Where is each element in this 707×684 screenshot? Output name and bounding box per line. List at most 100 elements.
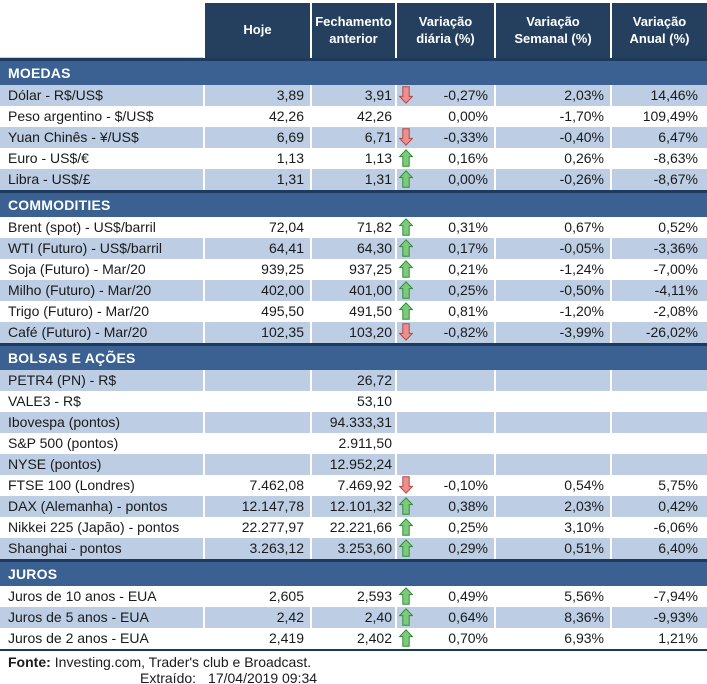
cell-variacao-diaria: -0,10% [395, 475, 494, 496]
row-label: S&P 500 (pontos) [8, 435, 119, 451]
row-label: VALE3 - R$ [8, 393, 81, 409]
cell-variacao-semanal [494, 454, 610, 475]
section-header-bolsas-e-acoes: BOLSAS E AÇÕES [0, 343, 707, 370]
cell-value: 0,81% [448, 303, 488, 319]
cell-variacao-anual: -8,67% [610, 169, 707, 190]
cell-value: 0,31% [448, 219, 488, 235]
row-label: PETR4 (PN) - R$ [8, 372, 117, 388]
table-row: VALE3 - R$ 53,10 [0, 391, 707, 412]
cell-variacao-semanal: -0,26% [494, 169, 610, 190]
cell-variacao-anual: 0,52% [610, 217, 707, 238]
cell-fechamento: 3,91 [310, 85, 395, 106]
header-cell-variacao-anual: Variação Anual (%) [610, 3, 707, 58]
table-header: Hoje Fechamento anterior Variação diária… [0, 3, 707, 58]
row-label: WTI (Futuro) - US$/barril [8, 240, 163, 256]
row-label: Ibovespa (pontos) [8, 414, 121, 430]
cell-variacao-anual: 6,47% [610, 127, 707, 148]
cell-value: 0,38% [448, 498, 488, 514]
row-label: Trigo (Futuro) - Mar/20 [8, 303, 150, 319]
source-line: Fonte: Investing.com, Trader's club e Bro… [0, 654, 707, 670]
cell-hoje: 939,25 [203, 259, 310, 280]
cell-variacao-anual: 14,46% [610, 85, 707, 106]
cell-variacao-diaria: 0,17% [395, 238, 494, 259]
cell-fechamento: 2,402 [310, 628, 395, 649]
cell-variacao-semanal: -0,40% [494, 127, 610, 148]
cell-hoje: 1,31 [203, 169, 310, 190]
cell-value: 0,00% [448, 108, 488, 124]
cell-hoje: 72,04 [203, 217, 310, 238]
row-label: Dólar - R$/US$ [8, 87, 103, 103]
cell-variacao-anual [610, 433, 707, 454]
cell-variacao-diaria [395, 391, 494, 412]
cell-fechamento: 71,82 [310, 217, 395, 238]
cell-variacao-semanal [494, 412, 610, 433]
cell-variacao-anual: 5,75% [610, 475, 707, 496]
extracted-line: Extraído: 17/04/2019 09:34 [0, 670, 707, 684]
cell-hoje: 2,605 [203, 586, 310, 607]
cell-variacao-anual: -6,06% [610, 517, 707, 538]
table-row: WTI (Futuro) - US$/barril 64,41 64,30 0,17%… [0, 238, 707, 259]
cell-variacao-diaria: -0,82% [395, 322, 494, 343]
table-row: Brent (spot) - US$/barril 72,04 71,82 0,31%… [0, 217, 707, 238]
cell-fechamento: 64,30 [310, 238, 395, 259]
table-row: NYSE (pontos) 12.952,24 [0, 454, 707, 475]
cell-variacao-semanal: 0,54% [494, 475, 610, 496]
cell-variacao-anual: -7,00% [610, 259, 707, 280]
cell-variacao-anual [610, 370, 707, 391]
cell-hoje [203, 370, 310, 391]
up-arrow-icon [399, 539, 413, 557]
cell-fechamento: 12.952,24 [310, 454, 395, 475]
cell-fechamento: 7.469,92 [310, 475, 395, 496]
section-header-moedas: MOEDAS [0, 58, 707, 85]
section-title: JUROS [8, 566, 58, 582]
header-cell-variacao-diaria: Variação diária (%) [395, 3, 494, 58]
cell-variacao-diaria: 0,16% [395, 148, 494, 169]
table-row: Dólar - R$/US$ 3,89 3,91 -0,27% 2,03% 14,46% [0, 85, 707, 106]
cell-variacao-diaria: 0,31% [395, 217, 494, 238]
cell-value: 0,49% [448, 588, 488, 604]
table-bottom-border [0, 649, 707, 651]
footer: Fonte: Investing.com, Trader's club e Bro… [0, 654, 707, 684]
cell-variacao-semanal: 0,51% [494, 538, 610, 559]
cell-hoje: 1,13 [203, 148, 310, 169]
cell-variacao-semanal [494, 370, 610, 391]
up-arrow-icon [399, 149, 413, 167]
cell-variacao-diaria: 0,64% [395, 607, 494, 628]
cell-variacao-semanal: -1,70% [494, 106, 610, 127]
cell-variacao-semanal: 0,67% [494, 217, 610, 238]
cell-fechamento: 6,71 [310, 127, 395, 148]
cell-value: 0,29% [448, 540, 488, 556]
extracted-timestamp: 17/04/2019 09:34 [208, 670, 318, 684]
table-row: Juros de 5 anos - EUA 2,42 2,40 0,64% 8,36% -… [0, 607, 707, 628]
table-row: DAX (Alemanha) - pontos 12.147,78 12.101,3… [0, 496, 707, 517]
cell-variacao-anual: -9,93% [610, 607, 707, 628]
section-title: BOLSAS E AÇÕES [8, 350, 136, 366]
cell-variacao-anual: -2,08% [610, 301, 707, 322]
cell-variacao-semanal: 3,10% [494, 517, 610, 538]
table-row: Yuan Chinês - ¥/US$ 6,69 6,71 -0,33% -0,40% 6… [0, 127, 707, 148]
cell-value: 0,21% [448, 261, 488, 277]
up-arrow-icon [399, 629, 413, 647]
cell-fechamento: 2.911,50 [310, 433, 395, 454]
cell-variacao-anual: 1,21% [610, 628, 707, 649]
cell-hoje: 3,89 [203, 85, 310, 106]
cell-variacao-diaria: 0,29% [395, 538, 494, 559]
header-cell-hoje: Hoje [203, 3, 310, 58]
cell-variacao-semanal: -1,24% [494, 259, 610, 280]
down-arrow-icon [399, 128, 413, 146]
cell-value: 0,25% [448, 519, 488, 535]
down-arrow-icon [399, 86, 413, 104]
cell-variacao-anual: 0,42% [610, 496, 707, 517]
cell-hoje: 2,419 [203, 628, 310, 649]
cell-value: -0,27% [443, 87, 488, 103]
cell-variacao-diaria: 0,00% [395, 106, 494, 127]
section-header-commodities: COMMODITIES [0, 190, 707, 217]
section-header-juros: JUROS [0, 559, 707, 586]
cell-fechamento: 53,10 [310, 391, 395, 412]
cell-variacao-diaria: -0,27% [395, 85, 494, 106]
table-row: FTSE 100 (Londres) 7.462,08 7.469,92 -0,10%… [0, 475, 707, 496]
cell-value: 0,17% [448, 240, 488, 256]
cell-variacao-semanal: 8,36% [494, 607, 610, 628]
cell-hoje [203, 433, 310, 454]
